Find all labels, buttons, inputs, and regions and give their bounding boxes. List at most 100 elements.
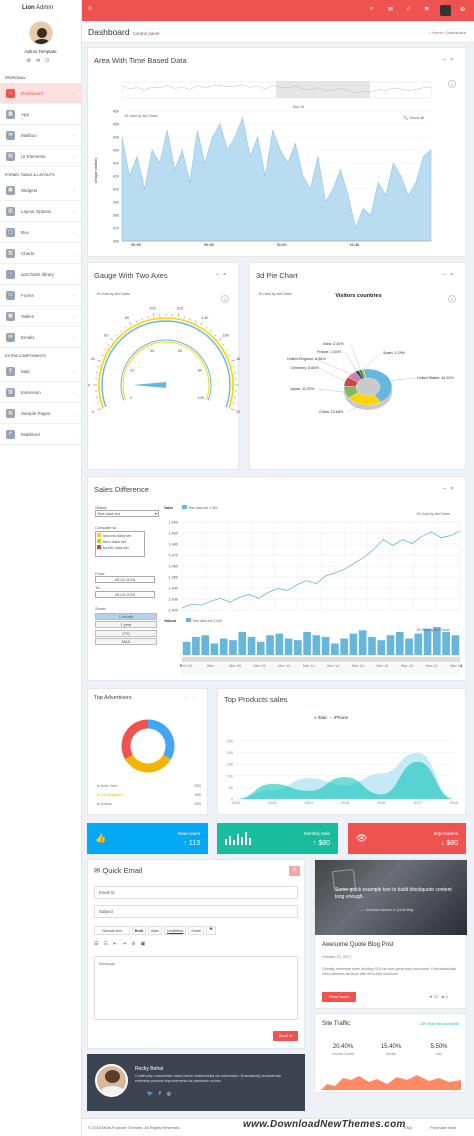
zoom-ytd-button[interactable]: YTD [95, 629, 157, 637]
more-icon[interactable]: ⋮ [191, 695, 199, 700]
quote-icon[interactable]: ❝ [206, 926, 216, 935]
flag-icon[interactable]: ⚑ [424, 7, 430, 13]
sidebar-item-app[interactable]: ▦ App › [0, 104, 81, 125]
mail-icon[interactable]: ✉ [36, 58, 46, 64]
collapse-icon[interactable]: – [443, 57, 451, 63]
download-icon[interactable]: ⇩ [221, 295, 229, 303]
sidebar-item-extension[interactable]: ▧ Extension › [0, 382, 81, 403]
y-tick-label: 440 [113, 136, 119, 140]
close-icon[interactable]: × [450, 486, 457, 492]
send-button[interactable]: Send ➤ [273, 1031, 298, 1041]
sidebar-item-map[interactable]: ⚲ Map › [0, 361, 81, 382]
download-icon[interactable]: ⇩ [448, 80, 456, 88]
impressions-card[interactable]: 👁 Impressions ↓ $80 [348, 823, 466, 854]
close-icon[interactable]: × [223, 272, 230, 278]
data-point [294, 143, 296, 144]
outdent-icon[interactable]: ⇤ [112, 941, 123, 947]
to-date-input[interactable]: 26-03-2018 [95, 591, 155, 598]
home-icon[interactable]: ⌂ [428, 30, 433, 35]
pie-chart[interactable]: United States: 44.22% China: 23.68% Japan:… [250, 263, 467, 471]
read-more-button[interactable]: Read more [322, 992, 356, 1002]
chart-credit: JS chart by amCharts [416, 512, 450, 516]
sidebar-item-dashboard[interactable]: ⌂ Dashboard › [0, 83, 81, 104]
comment-icon[interactable]: ▰ [441, 994, 445, 999]
message-textarea[interactable]: Message [94, 956, 298, 1020]
volume-legend-swatch [186, 618, 191, 622]
breadcrumb-home[interactable]: Home [432, 30, 443, 35]
indent-icon[interactable]: ⇥ [122, 941, 132, 947]
sidebar-item-emails[interactable]: ✉ Emails › [0, 327, 81, 348]
sidebar-item-box[interactable]: ▢ Box › [0, 222, 81, 243]
sidebar-item-layout-options[interactable]: ▥ Layout Options › [0, 201, 81, 222]
close-icon[interactable]: × [450, 57, 457, 63]
sidebar-item-mailbox[interactable]: ✉ Mailbox › [0, 125, 81, 146]
monthly-sale-card[interactable]: Monthly Sale ↑ $80 [217, 823, 338, 854]
collapse-icon[interactable]: – [216, 272, 224, 278]
sidebar-item-tables[interactable]: ▦ Tables › [0, 306, 81, 327]
toolbar-bold-button[interactable]: Bold [132, 926, 146, 935]
facebook-icon[interactable]: f [159, 1091, 167, 1097]
x-tick-label: 2012 [232, 801, 240, 805]
sidebar-item-forms[interactable]: ▭ Forms › [0, 285, 81, 306]
sales-chart[interactable]: 1,500 1,490 1,480 1,470 1,460 1,450 1,440 1,430… [88, 477, 467, 682]
download-icon[interactable]: ⇩ [448, 295, 456, 303]
dataset-select[interactable]: first data set ▾ [95, 510, 159, 517]
quick-email-card: ✉ Quick Email × Email to: Subject Normal… [87, 859, 305, 1049]
toolbar-italic-button[interactable]: Italic [148, 926, 162, 935]
power-icon[interactable]: ⏻ [45, 58, 55, 64]
avatar[interactable] [28, 21, 53, 45]
traffic-stat: 15.40% Montly [380, 1044, 402, 1056]
data-point [136, 156, 138, 157]
menu-toggle-icon[interactable]: ≡ [88, 6, 92, 12]
toolbar-normal-text-button[interactable]: Normal text [94, 926, 130, 935]
blog-title[interactable]: Awesome Quote Blog Post [322, 942, 394, 948]
search-icon[interactable]: ⌕ [370, 6, 374, 12]
image-icon[interactable]: ▣ [140, 941, 151, 947]
faq-link[interactable]: FAQ [404, 1125, 413, 1130]
compare-list[interactable]: second data set third data set fourth data… [95, 531, 145, 557]
compare-option[interactable]: second data set [96, 532, 144, 538]
compare-option[interactable]: third data set [96, 538, 144, 544]
mail-icon[interactable]: ✉ [388, 7, 394, 13]
list-icon[interactable]: ☰ [94, 941, 104, 947]
pie-slice [361, 369, 367, 379]
scroll-label: Mar 26 [293, 105, 304, 109]
collapse-icon[interactable]: – [443, 486, 451, 492]
toolbar-underline-button[interactable]: Underline [164, 926, 186, 935]
refresh-icon[interactable]: ○ [184, 695, 191, 700]
close-button[interactable]: × [289, 866, 300, 876]
zoom-max-button[interactable]: MAX [95, 637, 157, 645]
zoom-1-year-button[interactable]: 1 year [95, 621, 157, 629]
x-tick-label: 01:30 [350, 243, 360, 247]
sidebar-item-multilevel[interactable]: ↱ Multilevel › [0, 424, 81, 445]
logo[interactable]: Lion Admin [22, 5, 54, 11]
sidebar-item-ui-elements[interactable]: ▤ UI Elements › [0, 146, 81, 167]
sidebar-item-widgets[interactable]: ▣ Widgets › [0, 180, 81, 201]
zoom-1-month-button[interactable]: 1 month [95, 613, 157, 620]
from-date-input[interactable]: 26-02-2018 [95, 576, 155, 583]
label-connector [318, 367, 346, 382]
toolbar-small-button[interactable]: Small [188, 926, 204, 935]
instagram-icon[interactable]: ◎ [166, 1091, 177, 1097]
gear-icon[interactable]: ⚙ [26, 58, 37, 64]
sidebar-item-sample-pages[interactable]: ▤ Sample Pages › [0, 403, 81, 424]
user-avatar[interactable] [440, 5, 451, 16]
collapse-icon[interactable]: – [443, 272, 451, 278]
bell-icon[interactable]: ♫ [406, 6, 411, 12]
sidebar-item-charts[interactable]: ▨ Charts › [0, 243, 81, 264]
show-all-button[interactable]: 🔍 Show all [403, 115, 425, 120]
area-chart[interactable]: 460 450 440 430 420 410 400 390 380 370 360 00:00 00… [88, 48, 467, 258]
new-users-card[interactable]: 👍 New Users ↑ 113 [87, 823, 208, 854]
close-icon[interactable]: × [450, 272, 457, 278]
settings-icon[interactable]: ⚙ [460, 7, 466, 13]
compare-option[interactable]: fourth data set [96, 544, 144, 550]
blog-meta: ♥ 12 ▰ 5 [430, 994, 448, 999]
subject-input[interactable]: Subject [94, 905, 298, 918]
email-to-input[interactable]: Email to: [94, 886, 298, 899]
link-icon[interactable]: ⊘ [131, 941, 141, 947]
heart-icon[interactable]: ♥ [430, 994, 433, 999]
twitter-icon[interactable]: 🐦 [147, 1091, 160, 1097]
purchase-link[interactable]: Purchase Now [430, 1125, 457, 1130]
numbered-list-icon[interactable]: ☷ [103, 941, 113, 947]
sidebar-item-amcharts-library[interactable]: ◔ amCharts library › [0, 264, 81, 285]
